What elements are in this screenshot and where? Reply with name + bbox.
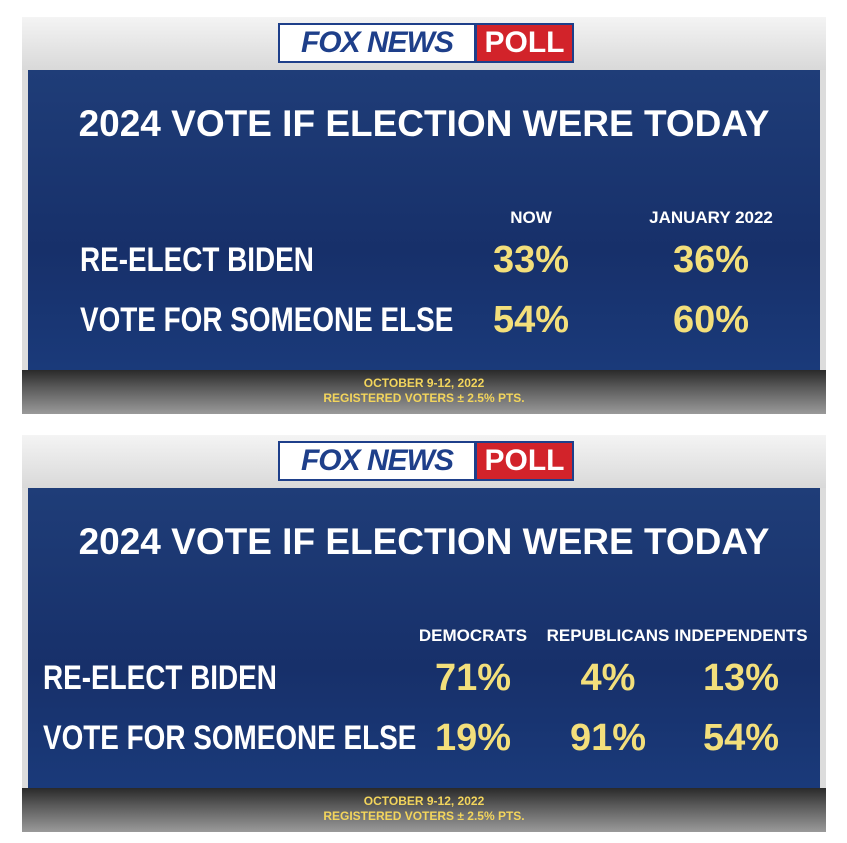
- poll-panel: FOX NEWS POLL 2024 VOTE IF ELECTION WERE T…: [22, 435, 826, 832]
- value-cell: 91%: [569, 717, 647, 759]
- title: 2024 VOTE IF ELECTION WERE TODAY: [78, 103, 770, 144]
- value-cell: 54%: [702, 717, 780, 759]
- column-header: NOW: [510, 208, 552, 227]
- value-cell: 4%: [580, 657, 636, 699]
- footer-text: REGISTERED VOTERS ± 2.5% PTS.: [323, 391, 525, 405]
- row-label: VOTE FOR SOMEONE ELSE: [43, 719, 417, 757]
- value-cell: 60%: [672, 299, 750, 341]
- title: 2024 VOTE IF ELECTION WERE TODAY: [78, 521, 770, 562]
- column-header: JANUARY 2022: [649, 208, 773, 227]
- value-cell: 36%: [672, 239, 750, 281]
- value-cell: 71%: [434, 657, 512, 699]
- footer-band: [22, 370, 826, 414]
- logo-badge: POLL: [475, 441, 574, 481]
- value-cell: 19%: [434, 717, 512, 759]
- row-label: RE-ELECT BIDEN: [80, 241, 314, 279]
- poll-panel: FOX NEWS POLL 2024 VOTE IF ELECTION WERE T…: [22, 17, 826, 414]
- row-label: VOTE FOR SOMEONE ELSE: [80, 301, 454, 339]
- row-label: RE-ELECT BIDEN: [43, 659, 277, 697]
- column-header: REPUBLICANS: [546, 626, 670, 645]
- column-header: INDEPENDENTS: [674, 626, 808, 645]
- logo-badge: POLL: [475, 23, 574, 63]
- logo-brand: FOX NEWS: [278, 23, 476, 63]
- content-band: [28, 70, 820, 370]
- content-band: [28, 488, 820, 788]
- value-cell: 33%: [492, 239, 570, 281]
- value-cell: 54%: [492, 299, 570, 341]
- footer-text: OCTOBER 9-12, 2022: [363, 376, 485, 390]
- column-header: DEMOCRATS: [418, 626, 528, 645]
- footer-text: OCTOBER 9-12, 2022: [363, 794, 485, 808]
- logo-brand: FOX NEWS: [278, 441, 476, 481]
- value-cell: 13%: [702, 657, 780, 699]
- footer-band: [22, 788, 826, 832]
- footer-text: REGISTERED VOTERS ± 2.5% PTS.: [323, 809, 525, 823]
